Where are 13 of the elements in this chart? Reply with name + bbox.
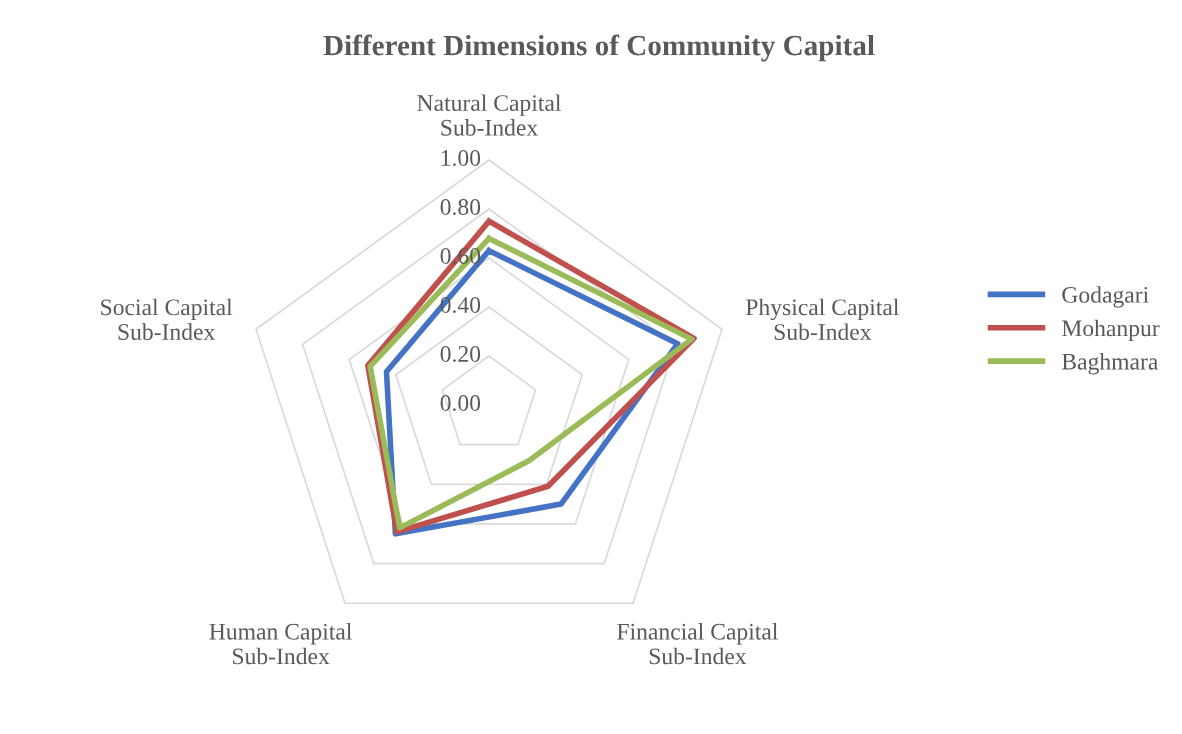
y-tick-label: 0.00 — [440, 394, 481, 412]
spoke-label: Natural Capital Sub-Index — [417, 94, 561, 136]
spoke-label: Human Capital Sub-Index — [209, 623, 352, 665]
legend-label: Mohanpur — [1062, 319, 1160, 342]
spoke-label: Physical Capital Sub-Index — [745, 298, 899, 341]
spoke-label: Financial Capital Sub-Index — [617, 623, 778, 665]
y-tick-label: 0.80 — [440, 198, 481, 216]
y-tick-label: 1.00 — [441, 149, 481, 167]
spoke-label: Social Capital Sub-Index — [101, 298, 233, 340]
legend-label: Baghmara — [1062, 353, 1159, 375]
chart-title: Different Dimensions of Community Capital — [323, 34, 875, 62]
y-tick-label: 0.20 — [440, 345, 481, 363]
legend-label: Godagari — [1062, 286, 1149, 308]
